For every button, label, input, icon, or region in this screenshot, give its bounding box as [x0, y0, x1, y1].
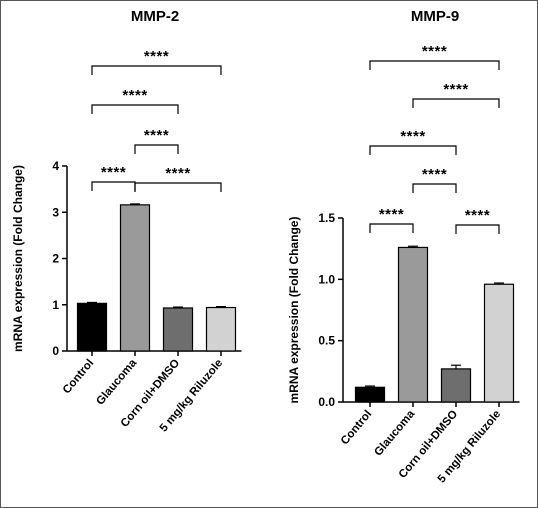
significance-label: ****: [422, 166, 447, 183]
bar-4: [205, 306, 237, 352]
x-tick-label: Control: [61, 357, 96, 396]
significance-label: ****: [422, 43, 447, 60]
chart-title: MMP-9: [411, 8, 459, 25]
significance-bracket: [412, 98, 500, 108]
significance-bracket: [91, 181, 136, 191]
significance-bracket: [91, 65, 222, 75]
significance-bracket: [369, 145, 457, 155]
y-tick-label: 0: [52, 344, 59, 358]
bar-1: [76, 302, 108, 352]
significance-label: ****: [144, 48, 169, 65]
significance-label: ****: [379, 206, 404, 223]
significance-bracket: [412, 183, 457, 193]
bar-3: [162, 307, 194, 352]
chart-title: MMP-2: [131, 8, 179, 25]
significance-label: ****: [122, 87, 147, 104]
significance-bracket: [134, 144, 179, 154]
y-tick-label: 1.0: [318, 272, 335, 286]
significance-bracket: [91, 104, 179, 114]
significance-label: ****: [165, 165, 190, 182]
bar-2: [119, 204, 151, 352]
significance-bracket: [134, 182, 222, 192]
y-tick-label: 0.0: [318, 395, 335, 409]
significance-label: ****: [465, 207, 490, 224]
significance-bracket: [455, 224, 500, 234]
significance-label: ****: [400, 128, 425, 145]
significance-label: ****: [443, 81, 468, 98]
bar-4: [483, 283, 515, 403]
y-tick-label: 2: [52, 252, 59, 266]
y-tick-label: 1.5: [318, 211, 335, 225]
significance-bracket: [369, 60, 500, 70]
x-tick-label: Glaucoma: [94, 357, 139, 408]
y-tick-label: 4: [52, 159, 59, 173]
y-axis-label: mRNA expression (Fold Change): [11, 165, 25, 352]
significance-label: ****: [144, 127, 169, 144]
y-tick-label: 0.5: [318, 334, 335, 348]
bar-3: [440, 368, 472, 403]
x-tick-label: Glaucoma: [372, 408, 417, 459]
bar-2: [397, 246, 429, 403]
significance-bracket: [369, 223, 414, 233]
bar-1: [354, 386, 386, 403]
x-tick-label: Control: [339, 408, 374, 447]
y-tick-label: 1: [52, 298, 59, 312]
significance-label: ****: [101, 164, 126, 181]
y-tick-label: 3: [52, 205, 59, 219]
y-axis-label: mRNA expression (Fold Change): [287, 217, 301, 404]
